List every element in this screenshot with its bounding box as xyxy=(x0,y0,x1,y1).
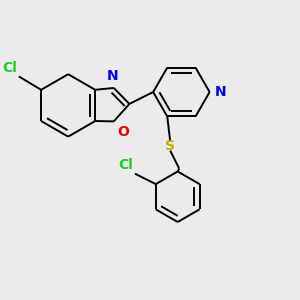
Text: O: O xyxy=(117,125,129,139)
Text: Cl: Cl xyxy=(2,61,17,75)
Text: N: N xyxy=(215,85,226,99)
Text: S: S xyxy=(165,139,175,153)
Text: N: N xyxy=(106,69,118,83)
Text: Cl: Cl xyxy=(118,158,134,172)
